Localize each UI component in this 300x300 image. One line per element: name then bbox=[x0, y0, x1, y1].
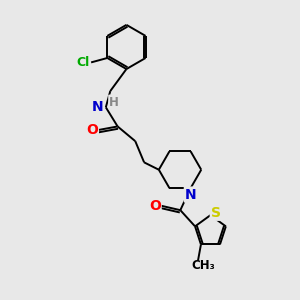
Text: N: N bbox=[185, 188, 197, 202]
Text: H: H bbox=[109, 95, 119, 109]
Text: O: O bbox=[149, 199, 161, 213]
Text: N: N bbox=[92, 100, 103, 114]
Text: O: O bbox=[86, 123, 98, 137]
Text: Cl: Cl bbox=[76, 56, 89, 69]
Text: S: S bbox=[211, 206, 221, 220]
Text: CH₃: CH₃ bbox=[191, 260, 215, 272]
